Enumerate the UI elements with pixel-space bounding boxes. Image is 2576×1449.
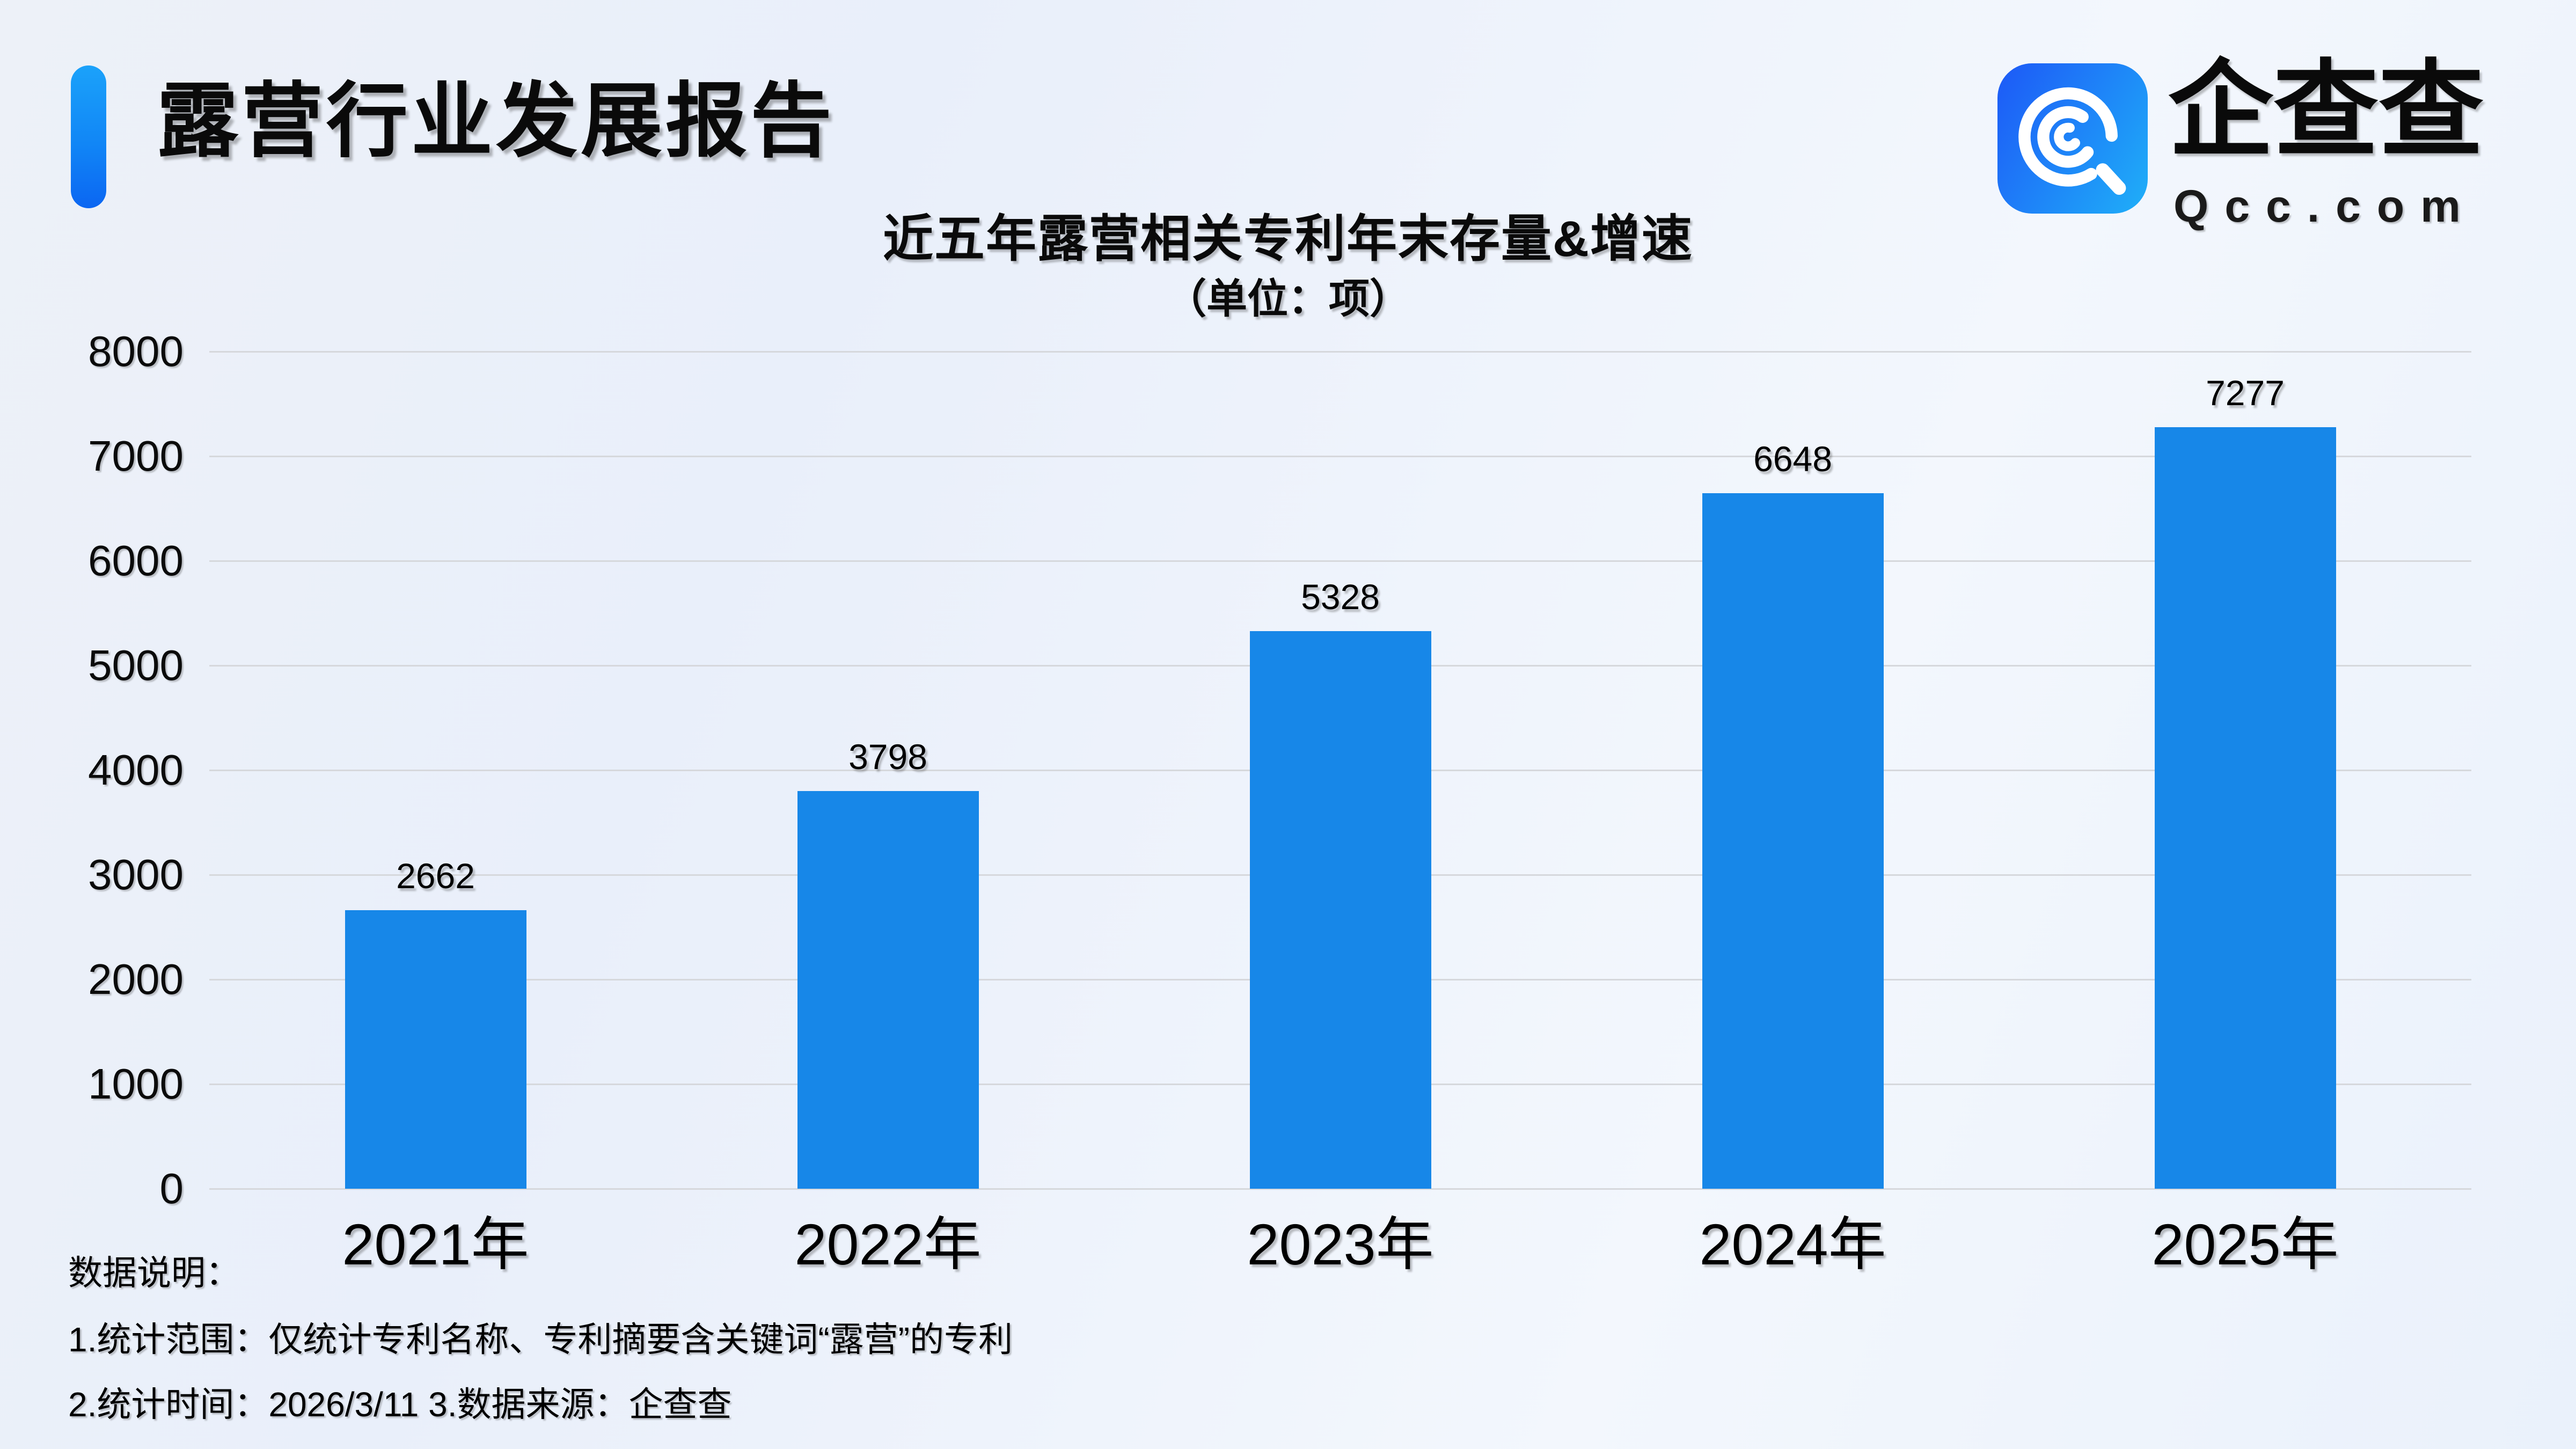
gridline bbox=[209, 455, 2471, 457]
bar-2023年 bbox=[1249, 631, 1431, 1189]
gridline bbox=[209, 1188, 2471, 1190]
y-axis-label: 0 bbox=[159, 1165, 184, 1212]
qcc-logo-icon bbox=[1997, 63, 2148, 214]
qcc-logo: 企查查 Qcc.com bbox=[1997, 52, 2513, 229]
x-axis-label: 2021年 bbox=[342, 1212, 529, 1277]
y-axis-label: 8000 bbox=[88, 327, 184, 375]
y-axis-label: 5000 bbox=[88, 641, 184, 689]
footnote-scope: 1.统计范围：仅统计专利名称、专利摘要含关键词“露营”的专利 bbox=[68, 1320, 1013, 1359]
gridline bbox=[209, 350, 2471, 353]
bar-2022年 bbox=[797, 791, 979, 1189]
y-axis-label: 3000 bbox=[88, 851, 184, 898]
footnote-date-source: 2.统计时间：2026/3/11 3.数据来源：企查查 bbox=[68, 1385, 732, 1424]
chart-subtitle: （单位：项） bbox=[1166, 276, 1410, 322]
qcc-brand-name: 企查查 bbox=[2168, 52, 2484, 169]
x-axis-label: 2025年 bbox=[2151, 1212, 2339, 1277]
y-axis-label: 6000 bbox=[88, 537, 184, 584]
x-axis-label: 2024年 bbox=[1699, 1212, 1886, 1277]
chart-title: 近五年露营相关专利年末存量&增速 bbox=[883, 210, 1693, 267]
footnote-heading: 数据说明： bbox=[68, 1254, 240, 1292]
x-axis-label: 2023年 bbox=[1247, 1212, 1434, 1277]
y-axis-label: 7000 bbox=[88, 432, 184, 480]
y-axis-label: 4000 bbox=[88, 746, 184, 794]
bar-value-label: 3798 bbox=[848, 737, 927, 777]
title-accent-bar bbox=[71, 65, 106, 208]
y-axis-label: 2000 bbox=[88, 955, 184, 1003]
bar-value-label: 2662 bbox=[396, 855, 475, 896]
bar-value-label: 5328 bbox=[1301, 577, 1380, 617]
bar-2021年 bbox=[345, 910, 526, 1189]
gridline bbox=[209, 560, 2471, 562]
y-axis-label: 1000 bbox=[88, 1060, 184, 1108]
qcc-domain: Qcc.com bbox=[2174, 181, 2477, 231]
report-title: 露营行业发展报告 bbox=[157, 76, 835, 167]
x-axis-label: 2022年 bbox=[794, 1212, 982, 1277]
bar-value-label: 7277 bbox=[2206, 372, 2285, 413]
bar-value-label: 6648 bbox=[1753, 438, 1832, 479]
bar-2025年 bbox=[2154, 427, 2336, 1189]
bar-2024年 bbox=[1702, 493, 1884, 1189]
